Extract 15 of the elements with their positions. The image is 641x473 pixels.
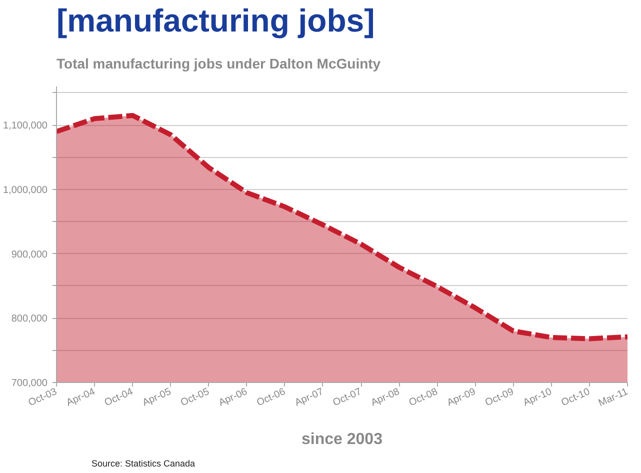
chart-subtitle: Total manufacturing jobs under Dalton McGuinty <box>56 56 381 72</box>
chart-title: [manufacturing jobs] <box>56 2 375 38</box>
x-tick-label: Oct-03 <box>26 386 60 409</box>
x-tick-label: Oct-10 <box>560 386 592 409</box>
x-tick-label: Oct-04 <box>102 386 136 409</box>
x-axis-title: since 2003 <box>302 431 383 448</box>
y-tick-label: 700,000 <box>11 378 48 389</box>
y-tick-label: 1,000,000 <box>3 184 48 196</box>
y-tick-label: 900,000 <box>11 249 48 260</box>
x-tick-label: Oct-09 <box>484 386 516 409</box>
y-tick-label: 800,000 <box>11 314 48 325</box>
source-note: Source: Statistics Canada <box>92 458 196 468</box>
x-tick-label: Oct-06 <box>255 386 288 409</box>
x-tick-label: Oct-08 <box>408 386 440 409</box>
y-tick-label: 1,100,000 <box>3 120 48 132</box>
